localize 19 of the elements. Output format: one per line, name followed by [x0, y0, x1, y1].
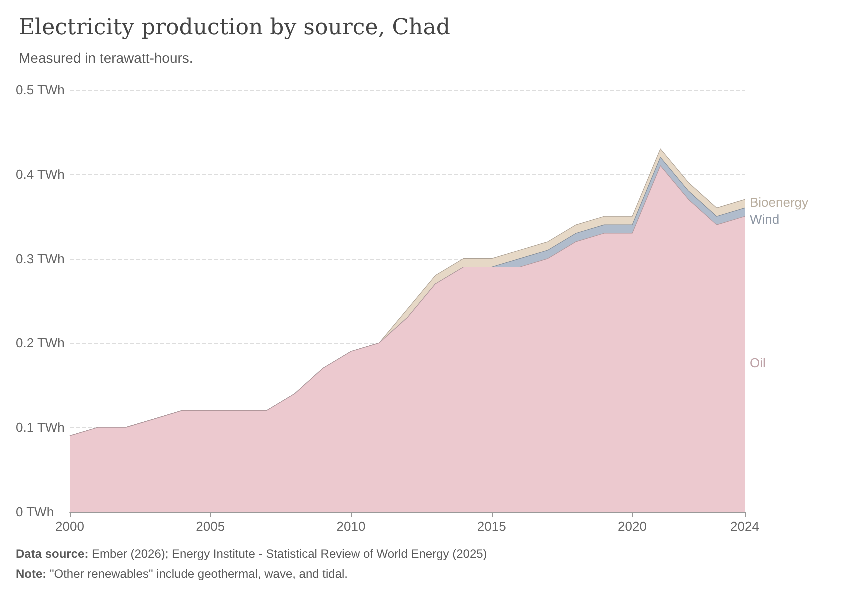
x-tick-label: 2015: [477, 519, 506, 534]
text: Note: "Other renewables" include geothermal, wave, and tidal.: [16, 567, 348, 581]
chart-title: Electricity production by source, Chad: [19, 16, 450, 40]
source-note: Data source: Ember (2026); Energy Institute - Statistical Review of World Energy (2025): [16, 547, 488, 561]
x-tick-label: 2024: [730, 519, 760, 534]
y-tick-label: 0.2 TWh: [16, 336, 65, 351]
y-tick-label: 0.1 TWh: [16, 420, 65, 436]
y-tick-label: 0.5 TWh: [16, 82, 65, 98]
chart-subtitle: Measured in terawatt-hours.: [19, 50, 194, 66]
series-label: Wind: [750, 212, 780, 227]
x-tick-label: 2000: [56, 519, 84, 534]
series-label: Bioenergy: [750, 194, 810, 210]
x-tick-label: 2020: [618, 519, 647, 534]
x-tick-label: 2005: [196, 519, 226, 534]
y-tick-label: 0 TWh: [16, 504, 54, 520]
x-tick-label: 2010: [336, 519, 366, 534]
series-label: Oil: [750, 355, 766, 370]
y-tick-label: 0.4 TWh: [16, 166, 65, 182]
y-tick-label: 0.3 TWh: [16, 251, 65, 266]
